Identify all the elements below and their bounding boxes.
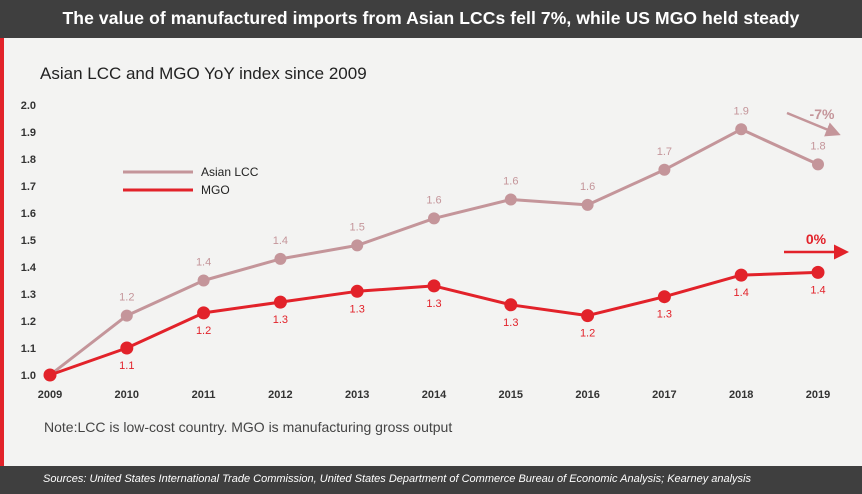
data-point bbox=[504, 298, 518, 312]
header-bar: The value of manufactured imports from A… bbox=[0, 0, 862, 38]
y-tick-label: 1.7 bbox=[21, 181, 36, 193]
data-label: 1.3 bbox=[657, 309, 672, 321]
y-tick-label: 1.9 bbox=[21, 127, 36, 139]
change-arrow bbox=[786, 111, 841, 137]
data-label: 1.2 bbox=[580, 328, 595, 340]
y-tick-label: 1.5 bbox=[21, 235, 36, 247]
y-tick-label: 1.3 bbox=[21, 289, 36, 301]
data-point bbox=[197, 274, 210, 287]
change-annotation: 0% bbox=[806, 231, 827, 247]
accent-bar bbox=[0, 38, 4, 466]
data-point bbox=[581, 309, 595, 323]
data-label: 1.4 bbox=[734, 287, 749, 299]
data-label: 1.3 bbox=[426, 298, 441, 310]
legend-label: MGO bbox=[201, 183, 230, 197]
x-tick-label: 2014 bbox=[422, 389, 447, 401]
data-point bbox=[657, 290, 671, 304]
data-point bbox=[504, 193, 517, 206]
data-label: 1.6 bbox=[580, 181, 595, 193]
data-point bbox=[734, 268, 748, 282]
y-tick-label: 1.4 bbox=[21, 262, 37, 274]
headline: The value of manufactured imports from A… bbox=[62, 8, 800, 28]
data-point bbox=[735, 123, 748, 136]
x-tick-label: 2016 bbox=[575, 389, 599, 401]
x-tick-label: 2010 bbox=[115, 389, 139, 401]
x-tick-label: 2013 bbox=[345, 389, 369, 401]
data-point bbox=[812, 158, 824, 171]
y-tick-label: 1.1 bbox=[21, 343, 36, 355]
footnote: Note:LCC is low-cost country. MGO is man… bbox=[44, 419, 453, 435]
data-point bbox=[273, 295, 287, 309]
data-point bbox=[197, 306, 211, 320]
data-point bbox=[811, 265, 825, 279]
data-label: 1.3 bbox=[503, 317, 518, 329]
data-point bbox=[581, 198, 594, 211]
series-line-asian-lcc bbox=[49, 127, 819, 377]
x-tick-label: 2012 bbox=[268, 389, 292, 401]
data-label: 1.4 bbox=[810, 284, 825, 296]
sources-text: Sources: United States International Tra… bbox=[43, 473, 751, 485]
y-tick-label: 1.6 bbox=[21, 208, 36, 220]
data-label: 1.7 bbox=[657, 146, 672, 158]
chart-title: Asian LCC and MGO YoY index since 2009 bbox=[40, 64, 367, 83]
data-label: 1.3 bbox=[273, 314, 288, 326]
data-point bbox=[428, 212, 440, 225]
x-tick-label: 2015 bbox=[499, 389, 523, 401]
data-label: 1.8 bbox=[810, 140, 825, 152]
data-point bbox=[427, 279, 441, 293]
x-tick-label: 2019 bbox=[806, 389, 830, 401]
data-label: 1.4 bbox=[196, 257, 211, 269]
data-label: 1.6 bbox=[426, 194, 441, 206]
x-tick-label: 2011 bbox=[192, 389, 216, 401]
data-label: 1.1 bbox=[119, 360, 134, 372]
x-tick-label: 2018 bbox=[729, 389, 753, 401]
x-tick-label: 2009 bbox=[38, 389, 62, 401]
data-point bbox=[120, 341, 134, 355]
data-point bbox=[120, 309, 133, 322]
x-tick-label: 2017 bbox=[652, 389, 676, 401]
data-point bbox=[274, 252, 287, 265]
legend-label: Asian LCC bbox=[201, 165, 259, 179]
data-label: 1.5 bbox=[350, 221, 365, 233]
y-tick-label: 1.0 bbox=[21, 370, 36, 382]
data-point bbox=[350, 284, 364, 298]
data-point bbox=[351, 239, 364, 252]
data-label: 1.6 bbox=[503, 176, 518, 188]
change-annotation: -7% bbox=[810, 106, 835, 122]
y-tick-label: 1.2 bbox=[21, 316, 36, 328]
footer-bar: Sources: United States International Tra… bbox=[0, 466, 862, 494]
data-label: 1.2 bbox=[196, 325, 211, 337]
data-label: 1.3 bbox=[350, 303, 365, 315]
data-label: 1.2 bbox=[119, 292, 134, 304]
data-label: 1.9 bbox=[734, 105, 749, 117]
y-tick-label: 2.0 bbox=[21, 100, 36, 112]
data-label: 1.4 bbox=[273, 235, 288, 247]
y-tick-label: 1.8 bbox=[21, 154, 36, 166]
data-point bbox=[43, 368, 57, 382]
data-point bbox=[658, 163, 671, 176]
